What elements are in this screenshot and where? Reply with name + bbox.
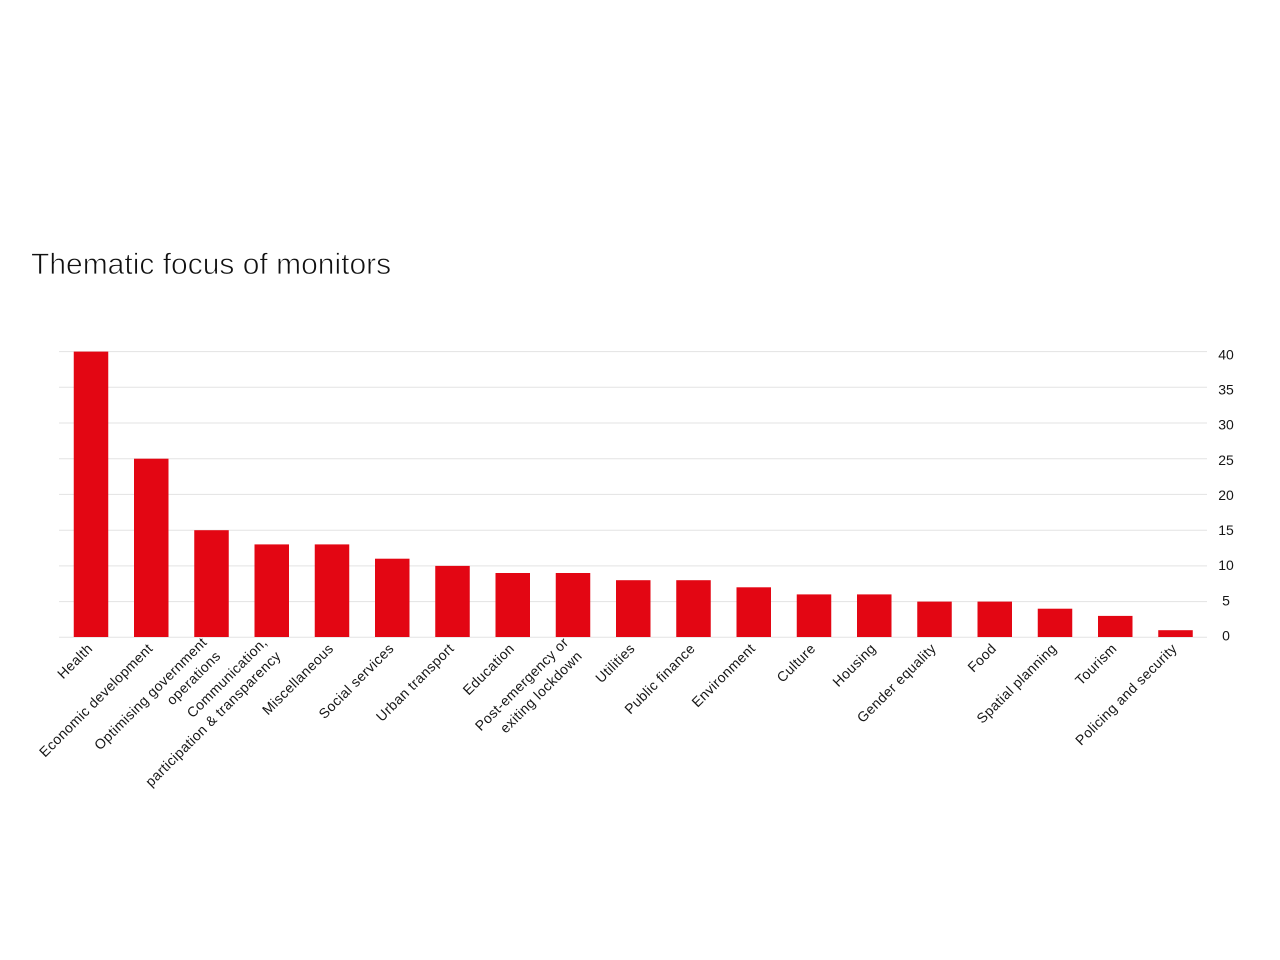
svg-text:20: 20 <box>1218 487 1234 503</box>
svg-text:40: 40 <box>1218 346 1234 362</box>
svg-text:15: 15 <box>1218 522 1234 538</box>
svg-text:30: 30 <box>1218 417 1234 433</box>
svg-text:35: 35 <box>1218 382 1234 398</box>
svg-text:10: 10 <box>1218 557 1234 573</box>
svg-text:25: 25 <box>1218 452 1234 468</box>
svg-text:0: 0 <box>1222 628 1230 644</box>
svg-text:Thematic focus of monitors: Thematic focus of monitors <box>31 248 391 281</box>
svg-text:5: 5 <box>1222 592 1230 608</box>
